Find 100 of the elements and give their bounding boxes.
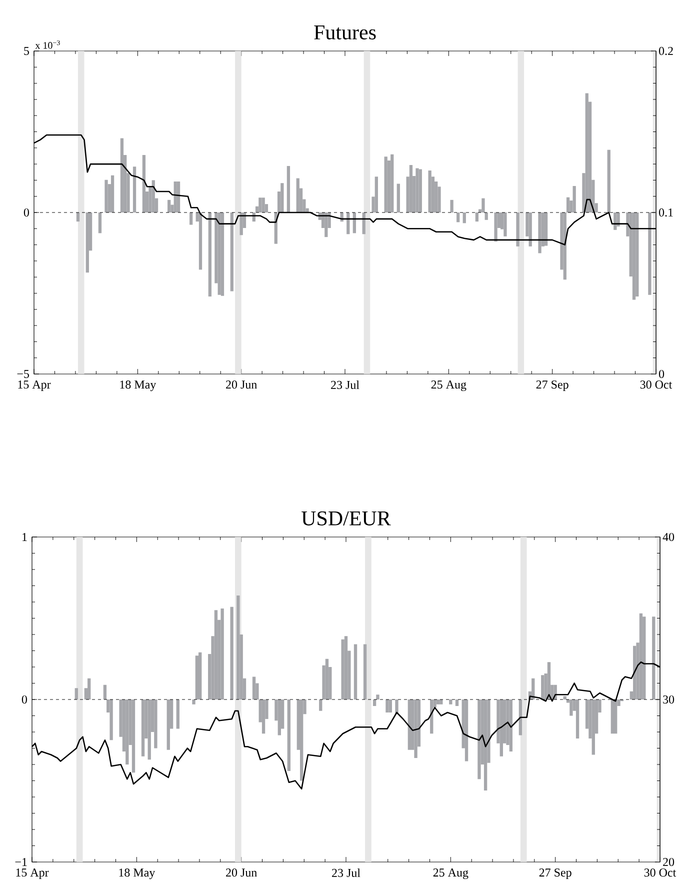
bar	[319, 699, 322, 711]
bar	[192, 699, 196, 704]
bar	[176, 699, 180, 729]
y-tick-label: 0	[24, 208, 30, 217]
x-tick-label: 23 Jul	[331, 380, 360, 389]
y-tick-label: 5	[24, 47, 30, 55]
bar	[98, 212, 102, 234]
bar	[195, 656, 199, 700]
bar	[141, 699, 145, 756]
bar	[509, 699, 513, 752]
bar	[632, 212, 636, 300]
bar	[166, 699, 170, 750]
bar	[396, 184, 400, 212]
bar	[484, 212, 488, 220]
bar	[220, 608, 224, 700]
bar	[354, 644, 358, 700]
y2-tick-label: 0.2	[658, 46, 673, 56]
bar	[388, 699, 392, 712]
bar	[341, 639, 344, 700]
y2-tick-label: 0.1	[658, 208, 673, 217]
bar	[262, 699, 266, 734]
bar	[262, 198, 265, 212]
bar	[494, 212, 498, 242]
bar	[528, 212, 532, 246]
bar	[449, 699, 452, 704]
bar	[280, 183, 284, 212]
bar	[544, 212, 548, 246]
y-tick-label: 1	[22, 533, 27, 541]
bar	[436, 699, 440, 704]
bar	[190, 212, 193, 225]
x-tick-label: 15 Apr	[18, 380, 51, 392]
chart-title: Futures	[314, 26, 376, 40]
bar	[576, 699, 580, 738]
bar	[252, 676, 256, 700]
bar	[168, 200, 171, 212]
bar	[363, 644, 367, 700]
bar	[610, 699, 614, 734]
bar	[614, 699, 618, 734]
x-tick-label: 18 May	[120, 380, 156, 392]
bar	[176, 181, 180, 212]
bar	[74, 688, 78, 700]
bar	[103, 684, 107, 700]
bar	[110, 699, 113, 740]
x-tick-label: 27 Sep	[539, 868, 572, 880]
bar	[504, 212, 507, 236]
bar	[642, 616, 646, 700]
chart-title: USD/EUR	[302, 511, 391, 526]
bar	[126, 699, 129, 764]
bar	[648, 212, 652, 295]
bar	[86, 212, 89, 273]
bar	[384, 156, 388, 212]
y-tick-label: −1	[15, 858, 27, 866]
bar	[566, 197, 570, 212]
x-tick-label: 18 May	[119, 868, 156, 880]
bar	[110, 175, 114, 212]
bar	[607, 150, 610, 212]
x-tick-label: 15 Apr	[16, 868, 49, 880]
bar	[484, 699, 488, 790]
bar	[541, 675, 544, 700]
bar	[440, 699, 443, 704]
bar	[132, 699, 136, 773]
bar	[500, 699, 503, 756]
bar	[374, 176, 378, 212]
bar	[278, 699, 281, 736]
bar	[214, 610, 218, 700]
bar	[386, 699, 389, 712]
x-tick-label: 23 Jul	[332, 868, 360, 877]
bar	[418, 169, 422, 212]
bar	[414, 699, 418, 758]
bar	[570, 699, 573, 716]
bar	[296, 178, 300, 212]
x-tick-label: 20 Jun	[226, 380, 257, 389]
x-tick-label: 20 Jun	[226, 868, 257, 877]
y-tick-label: −5	[17, 370, 30, 378]
bar	[585, 93, 588, 212]
bar	[639, 613, 643, 700]
bar	[572, 186, 576, 212]
bar	[390, 154, 394, 212]
bar	[88, 678, 91, 700]
bar	[148, 699, 151, 760]
bar	[592, 699, 595, 755]
bar	[287, 699, 290, 771]
bar	[475, 212, 479, 222]
bar	[152, 180, 155, 212]
x-tick-label: 25 Aug	[433, 868, 468, 880]
bar	[154, 699, 158, 748]
bar	[220, 212, 224, 296]
bar	[652, 616, 656, 700]
bar	[538, 212, 542, 254]
bar	[236, 595, 240, 700]
bar	[462, 212, 466, 224]
bar	[198, 652, 202, 700]
bar	[286, 166, 290, 212]
text: x 10$^{−3}$	[35, 40, 60, 49]
x-tick-label: 30 Oct	[644, 868, 676, 877]
bar	[300, 699, 304, 781]
bar	[132, 166, 136, 212]
y-tick-label: 0	[22, 695, 27, 704]
x-tick-label: 25 Aug	[431, 380, 466, 392]
bar	[376, 694, 380, 700]
